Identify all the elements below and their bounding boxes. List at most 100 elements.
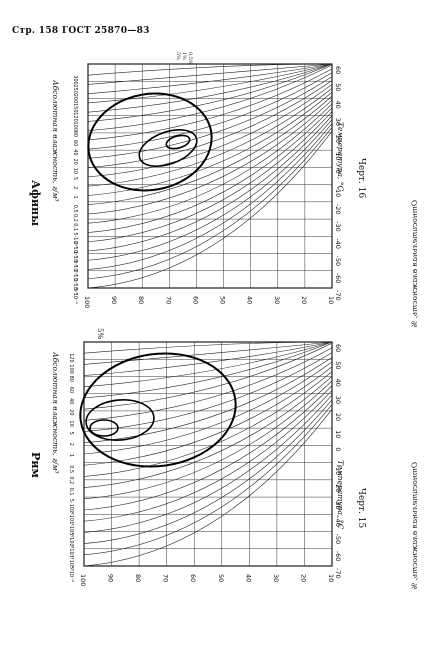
absolute-humidity-curve xyxy=(83,380,333,500)
abs-humidity-tick: 0,5 xyxy=(68,465,74,473)
climate-envelope xyxy=(165,134,191,150)
abs-humidity-tick: 10 xyxy=(72,168,78,174)
abs-humidity-tick: 1·10⁻³ xyxy=(68,555,74,571)
humidity-tick: 70 xyxy=(162,574,170,582)
absolute-humidity-curve xyxy=(87,63,333,113)
absolute-humidity-curve xyxy=(87,72,333,150)
absolute-humidity-curve xyxy=(87,127,333,280)
temperature-tick: 50 xyxy=(334,83,342,91)
absolute-humidity-curve xyxy=(83,341,333,399)
abs-humidity-tick: 100 xyxy=(68,364,74,374)
temperature-tick: -70 xyxy=(334,568,342,579)
abs-humidity-tick: 5 xyxy=(72,177,78,180)
abs-humidity-tick: 60 xyxy=(68,387,74,393)
absolute-humidity-curve xyxy=(87,99,333,215)
abs-humidity-tick: 2·10⁻² xyxy=(68,510,74,526)
absolute-humidity-curve xyxy=(87,84,333,178)
temperature-tick: -40 xyxy=(334,516,342,527)
temperature-tick: -40 xyxy=(334,238,342,249)
abs-humidity-tick: 0,2 xyxy=(72,214,78,222)
chart-frame xyxy=(83,341,333,567)
absolute-humidity-curve xyxy=(87,131,333,289)
absolute-humidity-curve xyxy=(83,341,333,354)
absolute-humidity-curve xyxy=(83,341,333,365)
temperature-tick: 40 xyxy=(334,378,342,386)
abs-humidity-tick: 200 xyxy=(72,94,78,104)
humidity-tick: 60 xyxy=(189,574,197,582)
temperature-tick: 0 xyxy=(334,447,342,451)
humidity-tick: 20 xyxy=(299,574,307,582)
humidity-tick: 100 xyxy=(83,296,91,308)
temperature-tick: -60 xyxy=(334,273,342,284)
absolute-humidity-curve xyxy=(87,63,333,104)
abs-humidity-tick: 5·10⁻³ xyxy=(72,260,78,276)
abs-humidity-tick: 2 xyxy=(72,186,78,189)
absolute-humidity-curve xyxy=(83,361,333,455)
temperature-tick: 60 xyxy=(334,66,342,74)
climate-envelope xyxy=(138,128,198,168)
abs-humidity-tick: 300 xyxy=(72,75,78,85)
abs-humidity-tick: 2·10⁻² xyxy=(72,242,78,258)
absolute-humidity-curve xyxy=(87,80,333,169)
absolute-humidity-curve xyxy=(87,95,333,206)
absolute-humidity-curve xyxy=(87,103,333,224)
humidity-tick: 30 xyxy=(272,574,280,582)
abs-humidity-tick: 2·10⁻³ xyxy=(72,269,78,285)
temperature-tick: -10 xyxy=(334,465,342,476)
absolute-humidity-curve xyxy=(87,92,333,196)
absolute-humidity-curve xyxy=(87,63,333,85)
temperature-tick: 60 xyxy=(334,344,342,352)
abs-humidity-tick: 5·10⁻² xyxy=(68,499,74,515)
temperature-tick: -50 xyxy=(334,534,342,545)
absolute-humidity-curve xyxy=(83,342,333,410)
absolute-humidity-curve xyxy=(87,115,333,252)
absolute-humidity-curve xyxy=(83,341,333,376)
absolute-humidity-curve xyxy=(87,88,333,187)
temperature-tick: 10 xyxy=(334,430,342,438)
absolute-humidity-curve xyxy=(83,375,333,488)
abs-humidity-tick: 60 xyxy=(72,140,78,146)
absolute-humidity-curve xyxy=(87,63,333,76)
abs-humidity-tick: 0,1 xyxy=(68,488,74,496)
abs-humidity-tick: 2·10⁻³ xyxy=(68,544,74,560)
absolute-humidity-curve xyxy=(83,347,333,421)
absolute-humidity-curve xyxy=(87,119,333,261)
humidity-tick: 20 xyxy=(300,296,308,304)
absolute-humidity-curve xyxy=(87,107,333,233)
humidity-tick: 10 xyxy=(327,296,335,304)
abs-humidity-tick: 40 xyxy=(72,149,78,155)
humidity-tick: 90 xyxy=(107,574,115,582)
abs-humidity-tick: 0,2 xyxy=(68,476,74,484)
abs-humidity-tick: 80 xyxy=(68,376,74,382)
absolute-humidity-curve xyxy=(83,394,333,533)
temperature-tick: 50 xyxy=(334,361,342,369)
temperature-tick: 20 xyxy=(334,135,342,143)
humidity-tick: 40 xyxy=(244,574,252,582)
abs-humidity-tick: 120 xyxy=(72,112,78,122)
absolute-humidity-curve xyxy=(87,68,333,141)
abs-humidity-tick: 2 xyxy=(68,443,74,446)
climate-envelope xyxy=(87,92,213,192)
humidity-tick: 100 xyxy=(79,574,87,586)
temperature-tick: -30 xyxy=(334,221,342,232)
temperature-tick: -10 xyxy=(334,187,342,198)
absolute-humidity-curve xyxy=(83,357,333,444)
abs-humidity-tick: 120 xyxy=(68,353,74,363)
abs-humidity-tick: 5·10⁻² xyxy=(72,232,78,248)
temperature-tick: 0 xyxy=(334,169,342,173)
abs-humidity-tick: 20 xyxy=(68,409,74,415)
temperature-tick: 20 xyxy=(334,413,342,421)
abs-humidity-tick: 0,1 xyxy=(72,223,78,231)
absolute-humidity-curve xyxy=(83,404,333,556)
abs-humidity-tick: 20 xyxy=(72,158,78,164)
humidity-tick: 80 xyxy=(137,296,145,304)
humidity-tick: 70 xyxy=(164,296,172,304)
humidity-tick: 80 xyxy=(134,574,142,582)
page-header: Стр. 158 ГОСТ 25870—83 xyxy=(12,26,150,36)
absolute-humidity-curve xyxy=(83,409,333,567)
abs-humidity-tick: 1·10⁻² xyxy=(72,251,78,267)
humidity-tick: 50 xyxy=(219,296,227,304)
absolute-humidity-curve xyxy=(87,63,333,95)
